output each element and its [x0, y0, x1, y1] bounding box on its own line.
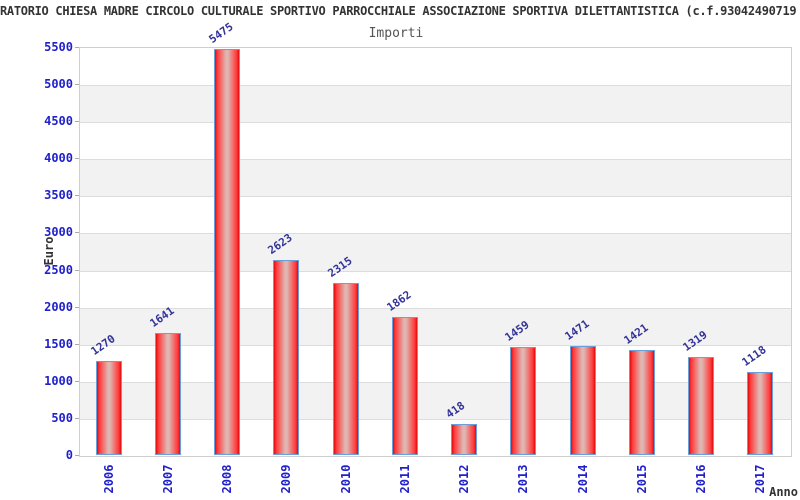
y-tick-label: 1500 — [44, 336, 73, 351]
plot-area — [79, 47, 792, 457]
grid-line — [80, 85, 791, 87]
y-tick-label: 5500 — [44, 40, 73, 54]
y-tick-mark — [75, 417, 79, 419]
grid-line — [80, 159, 791, 161]
x-tick-label: 2009 — [279, 464, 294, 494]
y-tick-mark — [75, 343, 79, 345]
y-tick-mark — [75, 232, 79, 234]
bar-2017 — [747, 372, 774, 455]
x-tick-label: 2007 — [160, 464, 175, 494]
y-tick-label: 3500 — [44, 188, 73, 203]
y-tick-label: 4000 — [44, 151, 73, 166]
x-axis-title: Anno — [769, 485, 798, 499]
y-tick-mark — [75, 158, 79, 160]
bar-2013 — [510, 346, 537, 455]
x-tick-label: 2010 — [338, 464, 353, 494]
bar-2010 — [332, 283, 359, 455]
x-tick-label: 2013 — [516, 464, 531, 494]
y-tick-label: 500 — [51, 410, 73, 425]
y-tick-label: 5000 — [44, 77, 73, 92]
background-band — [80, 233, 791, 271]
grid-line — [80, 418, 791, 420]
x-tick-label: 2011 — [397, 464, 412, 494]
bar-2014 — [569, 345, 596, 455]
x-tick-label: 2017 — [753, 464, 768, 494]
y-tick-mark — [75, 121, 79, 123]
bar-2016 — [688, 357, 715, 455]
grid-line — [80, 381, 791, 383]
y-tick-label: 2500 — [44, 262, 73, 277]
y-tick-mark — [75, 269, 79, 271]
grid-line — [80, 270, 791, 272]
x-tick-label: 2008 — [220, 464, 235, 494]
grid-line — [80, 196, 791, 198]
bar-2009 — [273, 260, 300, 455]
y-tick-label: 4500 — [44, 114, 73, 129]
grid-line — [80, 122, 791, 124]
y-tick-label: 1000 — [44, 373, 73, 388]
y-tick-label: 0 — [65, 448, 73, 462]
background-band — [80, 85, 791, 123]
bar-2015 — [628, 349, 655, 455]
bar-2011 — [391, 316, 418, 455]
y-tick-label: 3000 — [44, 225, 73, 240]
y-tick-mark — [75, 380, 79, 382]
bar-2007 — [154, 333, 181, 455]
x-tick-label: 2015 — [634, 464, 649, 494]
background-band — [80, 307, 791, 345]
background-band — [80, 381, 791, 419]
y-tick-label: 2000 — [44, 299, 73, 314]
x-tick-label: 2006 — [101, 464, 116, 494]
grid-line — [80, 307, 791, 309]
y-tick-mark — [75, 306, 79, 308]
chart-title: RATORIO CHIESA MADRE CIRCOLO CULTURALE S… — [0, 4, 797, 18]
background-band — [80, 159, 791, 197]
bar-2012 — [451, 424, 478, 455]
y-tick-mark — [75, 195, 79, 197]
y-tick-mark — [75, 47, 79, 48]
y-tick-mark — [75, 84, 79, 86]
x-tick-label: 2012 — [457, 464, 472, 494]
x-tick-label: 2014 — [575, 464, 590, 494]
x-tick-label: 2016 — [694, 464, 709, 494]
bar-2006 — [95, 360, 122, 455]
grid-line — [80, 233, 791, 235]
grid-line — [80, 344, 791, 346]
bar-2008 — [214, 48, 241, 455]
y-tick-mark — [75, 455, 79, 456]
bar-value-label: 5475 — [206, 20, 236, 46]
chart-subtitle: Importi — [368, 26, 424, 41]
